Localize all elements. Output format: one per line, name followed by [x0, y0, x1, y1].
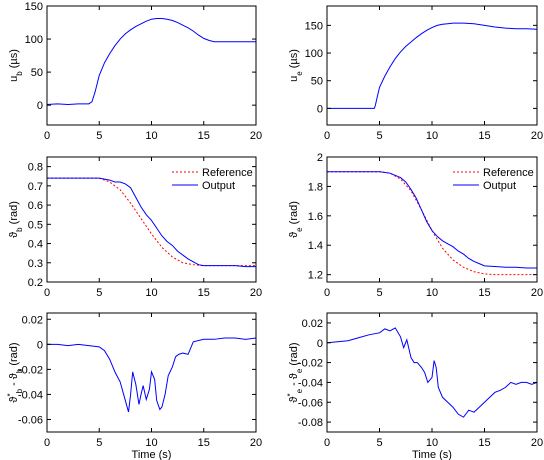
ue-xtick-label: 15: [478, 130, 490, 142]
legend-label-reference: Reference: [483, 167, 534, 179]
ue-ytick-label: 0: [317, 103, 323, 115]
ue-xtick-label: 5: [376, 130, 382, 142]
subplot-err_b: 0 5 10 15 20 -0.06 -0.04 -0.02 0 0.02 ϑ*b - ϑb (ra…: [6, 312, 262, 460]
err_e-ytick-label: 0: [317, 338, 323, 350]
err_e-axes-frame: [326, 312, 538, 433]
theta_e-xtick-label: 20: [531, 287, 543, 299]
theta_b-ytick-label: 0.2: [28, 277, 43, 289]
err_e-xtick-label: 0: [324, 437, 330, 449]
err_b-ytick-label: -0.06: [18, 414, 43, 426]
theta_b-xtick-label: 15: [198, 287, 210, 299]
theta_b-xtick-label: 5: [96, 287, 102, 299]
theta_e-ytick-label: 1.6: [308, 211, 323, 223]
err_e-ylabel: ϑ*e - ϑe (rad): [286, 342, 304, 402]
err_e-ytick-label: -0.04: [298, 377, 323, 389]
ue-xtick-label: 20: [531, 130, 543, 142]
err_b-xtick-label: 5: [96, 437, 102, 449]
err_b-xlabel: Time (s): [132, 449, 172, 460]
err_b-xtick-label: 10: [145, 437, 157, 449]
theta_b-xtick-label: 20: [250, 287, 262, 299]
ue-output-line: [327, 22, 537, 109]
subplot-ub: 0 5 10 15 20 0 50 100 150 ub (µs): [8, 1, 262, 142]
ub-xtick-label: 15: [198, 130, 210, 142]
ub-axes-frame: [46, 5, 257, 126]
subplot-theta_e: 0 5 10 15 20 1.2 1.4 1.6 1.8 2 ϑe (rad) ReferenceOu…: [288, 152, 543, 299]
theta_b-ylabel: ϑb (rad): [8, 201, 24, 238]
theta_e-xtick-label: 10: [426, 287, 438, 299]
theta_b-ytick-label: 0.6: [28, 200, 43, 212]
theta_e-ytick-label: 2: [317, 152, 323, 164]
theta_b-output-line: [47, 177, 256, 268]
legend-label-output: Output: [202, 180, 235, 192]
err_e-xlabel: Time (s): [412, 449, 452, 460]
err_b-ytick-label: -0.04: [18, 389, 43, 401]
ue-ytick-label: 150: [305, 20, 323, 32]
ub-ytick-label: 150: [25, 1, 43, 13]
ue-ytick-label: 100: [305, 48, 323, 60]
err_b-output-line: [47, 337, 256, 413]
ub-xtick-label: 5: [96, 130, 102, 142]
ub-xtick-label: 10: [145, 130, 157, 142]
theta_b-xtick-label: 0: [44, 287, 50, 299]
err_b-xtick-label: 0: [44, 437, 50, 449]
legend-label-output: Output: [483, 180, 516, 192]
err_b-ytick-label: 0: [37, 339, 43, 351]
ue-xtick-label: 10: [426, 130, 438, 142]
theta_e-ylabel: ϑe (rad): [288, 201, 304, 238]
ub-xtick-label: 20: [250, 130, 262, 142]
subplot-err_e: 0 5 10 15 20 -0.08 -0.06 -0.04 -0.02 0 0.02 ϑ*e - ϑ…: [286, 312, 543, 460]
err_e-ytick-label: -0.02: [298, 358, 323, 370]
theta_b-ytick-label: 0.4: [28, 239, 43, 251]
ue-ytick-label: 50: [311, 76, 323, 88]
ub-ylabel: ub (µs): [8, 49, 24, 82]
theta_b-ytick-label: 0.8: [28, 162, 43, 174]
theta_e-ytick-label: 1.2: [308, 270, 323, 282]
theta_b-ytick-label: 0.5: [28, 219, 43, 231]
err_e-ytick-label: 0.02: [302, 318, 323, 330]
err_e-xtick-label: 15: [478, 437, 490, 449]
err_e-output-line: [327, 327, 537, 418]
err_b-xtick-label: 15: [198, 437, 210, 449]
err_b-ytick-label: 0.02: [22, 314, 43, 326]
subplot-ue: 0 5 10 15 20 0 50 100 150 ue (µs): [288, 5, 543, 142]
err_e-xtick-label: 5: [376, 437, 382, 449]
err_e-xtick-label: 20: [531, 437, 543, 449]
theta_e-xtick-label: 15: [478, 287, 490, 299]
ub-xtick-label: 0: [44, 130, 50, 142]
err_e-xtick-label: 10: [426, 437, 438, 449]
ub-ytick-label: 50: [31, 67, 43, 79]
err_b-ylabel: ϑ*b - ϑb (rad): [6, 342, 24, 402]
err_b-ytick-label: -0.02: [18, 364, 43, 376]
theta_e-xtick-label: 0: [324, 287, 330, 299]
theta_e-output-line: [327, 171, 537, 269]
ub-output-line: [47, 18, 256, 106]
ue-ylabel: ue (µs): [288, 49, 304, 82]
ub-ytick-label: 0: [37, 100, 43, 112]
ub-ytick-label: 100: [25, 34, 43, 46]
theta_e-ytick-label: 1.4: [308, 240, 323, 252]
ue-xtick-label: 0: [324, 130, 330, 142]
theta_e-xtick-label: 5: [376, 287, 382, 299]
ue-axes-frame: [326, 5, 538, 126]
theta_e-ytick-label: 1.8: [308, 181, 323, 193]
subplot-theta_b: 0 5 10 15 20 0.2 0.3 0.4 0.5 0.6 0.7 0.8 ϑb (rad) Ref…: [8, 156, 262, 299]
err_e-ytick-label: -0.08: [298, 417, 323, 429]
legend-label-reference: Reference: [202, 167, 253, 179]
theta_b-ytick-label: 0.7: [28, 181, 43, 193]
err_e-ytick-label: -0.06: [298, 397, 323, 409]
err_b-xtick-label: 20: [250, 437, 262, 449]
theta_b-xtick-label: 10: [145, 287, 157, 299]
theta_b-ytick-label: 0.3: [28, 258, 43, 270]
